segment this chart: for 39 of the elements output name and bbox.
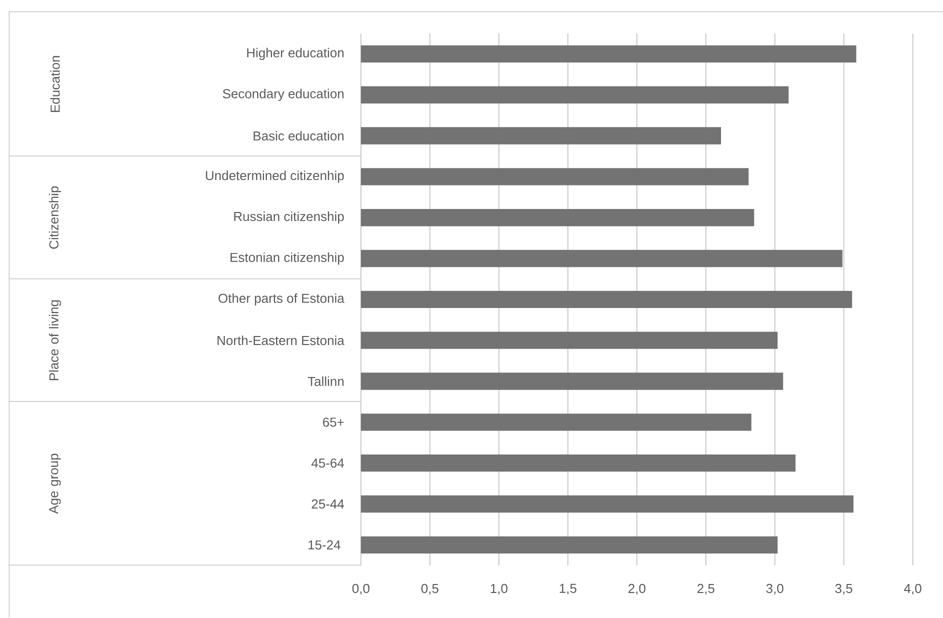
x-tick-label: 1,0 (490, 584, 508, 595)
x-tick-label: 2,5 (697, 584, 714, 595)
y-tick-label: Secondary education (222, 88, 344, 101)
y-tick-label: Other parts of Estonia (218, 293, 344, 306)
y-tick-label: 15-24 (308, 540, 340, 550)
x-tick-label: 3,5 (835, 584, 852, 595)
y-tick-label: Undetermined citizenhip (206, 170, 344, 183)
bar (360, 454, 796, 472)
y-tick-label: 45-64 (311, 458, 344, 468)
bar (360, 209, 754, 226)
x-tick-label: 2,0 (628, 584, 646, 595)
bar (360, 250, 842, 268)
x-tick-label: 3,0 (766, 584, 784, 595)
bar (360, 414, 752, 431)
y-tick-label: Russian citizenship (234, 212, 344, 224)
x-tick-label: 0,5 (421, 584, 438, 595)
y-tick-label: Basic education (254, 131, 344, 141)
y-tick-label: 25-44 (312, 499, 344, 509)
bar (360, 290, 852, 308)
text: Age group (49, 454, 61, 514)
bar (360, 372, 784, 390)
y-tick-label: Higher education (247, 48, 344, 60)
x-tick-label: 1,5 (560, 584, 576, 595)
bar (360, 332, 778, 349)
bar (360, 168, 749, 186)
text: Education (50, 56, 60, 112)
bar (360, 536, 778, 554)
bar (360, 86, 789, 104)
bar (360, 45, 856, 63)
y-tick-label: 65+ (323, 418, 344, 427)
x-tick-label: 4,0 (904, 584, 922, 595)
x-tick-label: 0,0 (352, 584, 370, 595)
text: Place of living (48, 300, 62, 380)
bar (360, 127, 722, 144)
bar (360, 495, 854, 513)
y-tick-label: North-Eastern Estonia (218, 336, 344, 346)
y-tick-label: Estonian citizenship (230, 252, 344, 265)
text: Citizenship (48, 186, 62, 249)
y-tick-label: Tallinn (308, 376, 344, 386)
